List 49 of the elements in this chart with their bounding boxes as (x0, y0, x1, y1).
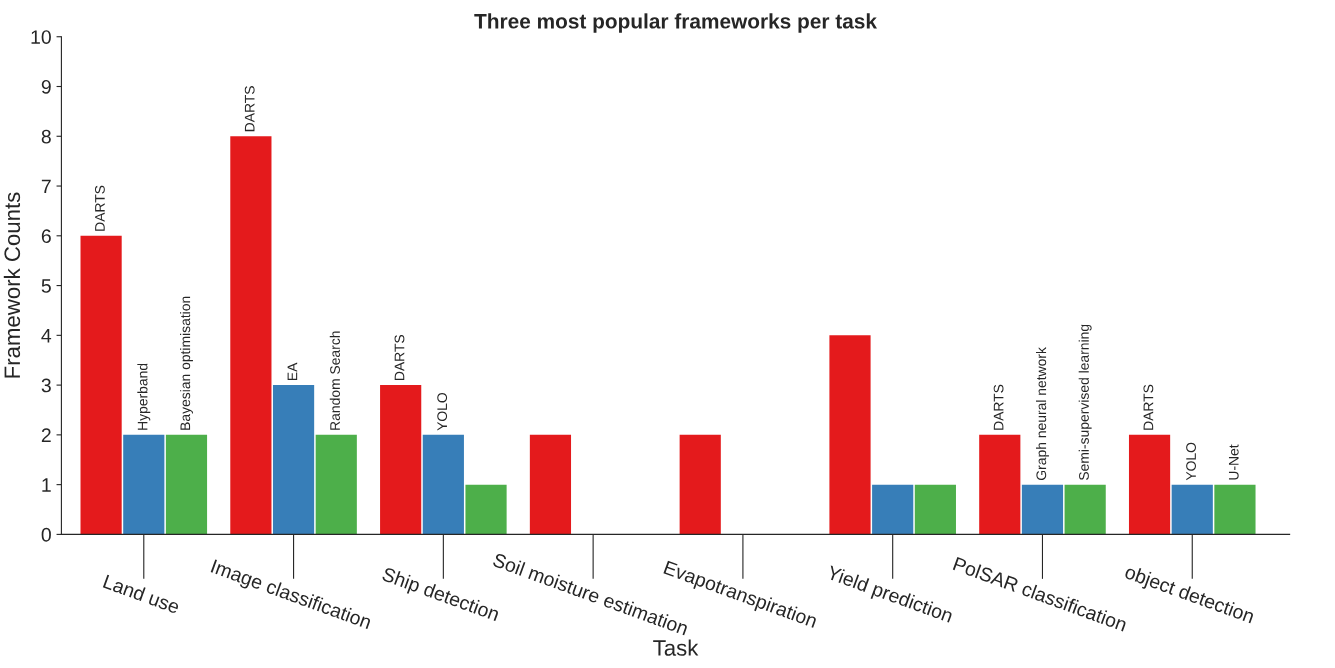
bar (380, 385, 422, 535)
data-label: EA (287, 362, 298, 380)
y-tick-label: 9 (41, 79, 51, 94)
data-label: DARTS (394, 334, 405, 380)
data-label: Random Search (329, 331, 340, 430)
y-tick-label: 4 (41, 329, 52, 343)
bar (1171, 484, 1213, 535)
y-tick-label: 0 (41, 527, 51, 542)
data-label: Bayesian optimisation (180, 296, 193, 430)
y-axis-title: Framework Counts (3, 192, 21, 378)
bar (1128, 434, 1171, 535)
bar (979, 434, 1021, 535)
data-label: Graph neural network (1036, 347, 1049, 480)
bar (914, 484, 956, 535)
bar (872, 484, 914, 535)
chart-title: Three most popular frameworks per task (474, 13, 877, 33)
bar (1214, 484, 1256, 535)
data-label: Semi-supervised learning (1078, 324, 1092, 481)
y-tick-label: 2 (41, 428, 51, 442)
data-label: Hyperband (137, 363, 151, 430)
bar (1064, 484, 1106, 535)
y-tick-label: 1 (42, 478, 51, 492)
y-tick-label: 8 (41, 129, 51, 144)
bar (1021, 484, 1064, 535)
y-tick-label: 10 (31, 30, 51, 44)
data-label: DARTS (95, 185, 105, 231)
bar (230, 136, 272, 535)
bar (465, 484, 507, 535)
bar (422, 434, 464, 535)
bar (315, 434, 357, 535)
bar (529, 434, 572, 535)
x-tick-label: Land use (102, 574, 181, 614)
data-label: DARTS (1143, 384, 1154, 430)
x-axis-title: Task (653, 639, 699, 656)
y-tick-label: 7 (41, 179, 51, 194)
bar (829, 335, 871, 535)
data-label: DARTS (244, 86, 255, 132)
bar (272, 385, 315, 535)
bar (123, 434, 165, 535)
data-label: YOLO (1186, 442, 1196, 481)
bar (165, 434, 208, 535)
y-tick-label: 5 (41, 279, 51, 293)
y-tick-label: 3 (41, 378, 51, 393)
data-label: DARTS (993, 384, 1004, 430)
bar (679, 434, 721, 535)
bar (80, 235, 122, 535)
data-label: U-Net (1228, 444, 1239, 480)
y-tick-label: 6 (41, 229, 51, 244)
data-label: YOLO (437, 392, 448, 431)
